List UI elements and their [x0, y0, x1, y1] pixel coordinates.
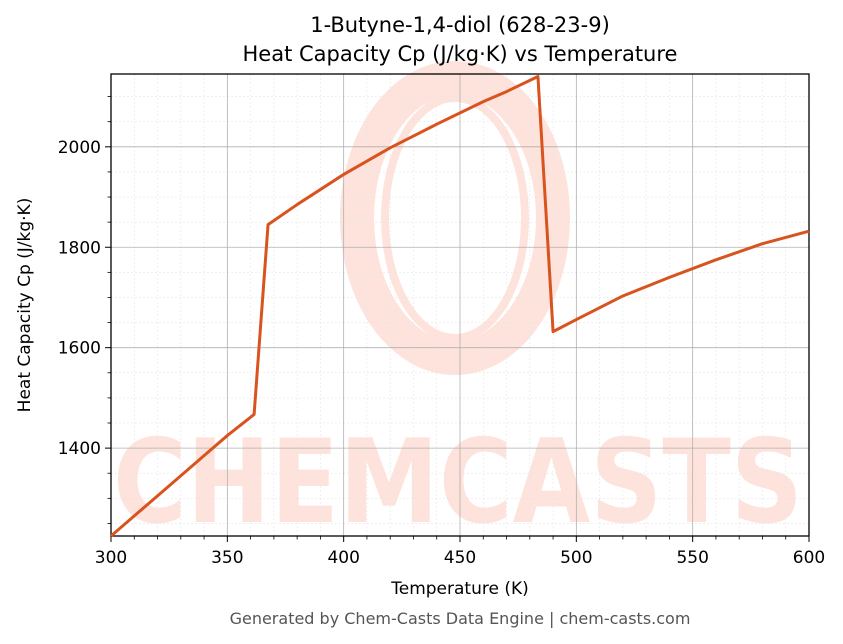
x-tick-label: 450 — [444, 548, 476, 568]
watermark-text: CHEMCASTS — [113, 415, 803, 550]
x-axis-label: Temperature (K) — [390, 579, 529, 599]
watermark-logo-icon — [340, 61, 570, 375]
footer-credit: Generated by Chem-Casts Data Engine | ch… — [230, 609, 691, 628]
x-tick-labels: 300 350 400 450 500 550 600 — [95, 548, 825, 568]
y-axis-label: Heat Capacity Cp (J/kg·K) — [15, 198, 35, 413]
watermark: CHEMCASTS — [113, 61, 803, 550]
x-tick-label: 400 — [327, 548, 359, 568]
y-tick-label: 1600 — [58, 339, 101, 359]
series-line — [110, 75, 810, 538]
y-tick-label: 2000 — [58, 138, 101, 158]
y-tick-label: 1800 — [58, 238, 101, 258]
x-tick-label: 350 — [211, 548, 243, 568]
y-tick-label: 1400 — [58, 439, 101, 459]
chart-title-line1: 1-Butyne-1,4-diol (628-23-9) — [310, 13, 610, 37]
chart-title-line2: Heat Capacity Cp (J/kg·K) vs Temperature — [243, 42, 678, 66]
x-tick-label: 300 — [95, 548, 127, 568]
x-tick-label: 550 — [676, 548, 708, 568]
y-tick-labels: 1400 1600 1800 2000 — [58, 138, 101, 459]
x-tick-label: 500 — [560, 548, 592, 568]
axis-ticks — [105, 96, 810, 542]
x-tick-label: 600 — [793, 548, 825, 568]
